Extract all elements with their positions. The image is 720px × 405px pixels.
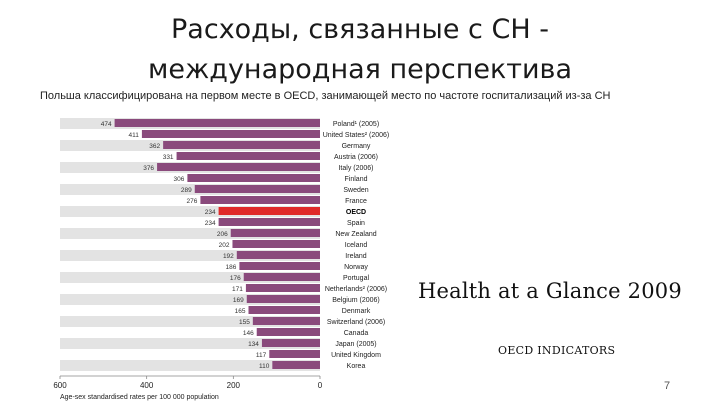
grid-band [60,228,320,239]
category-label: Germany [342,143,371,150]
value-label: 146 [243,330,254,337]
value-label: 171 [232,286,243,293]
bar [141,130,320,138]
category-label: Korea [347,363,366,370]
bar [187,174,320,182]
category-label: Ireland [345,253,367,260]
bar [236,251,320,259]
x-tick-label: 400 [140,381,154,390]
bar [114,119,320,127]
x-axis-label: Age-sex standardised rates per 100 000 p… [60,394,219,401]
value-label: 474 [101,121,112,128]
value-label: 110 [259,363,270,370]
value-label: 411 [129,132,140,139]
category-label: Belgium (2006) [332,297,379,304]
value-label: 155 [239,319,250,326]
bar [200,196,320,204]
bar [243,273,320,281]
category-label: Norway [344,264,368,271]
publication-title: Health at a Glance 2009 [418,279,682,303]
category-label: Poland¹ (2005) [333,121,379,128]
value-label: 306 [174,176,185,183]
bar [176,152,320,160]
bar [163,141,320,149]
category-label: Spain [347,220,365,227]
value-label: 331 [163,154,174,161]
category-label: Denmark [342,308,371,315]
x-tick-label: 200 [227,381,241,390]
value-label: 234 [205,209,216,216]
category-label: United Kingdom [331,352,381,359]
value-label: 362 [149,143,160,150]
value-label: 289 [181,187,192,194]
bar [252,317,320,325]
bar [218,207,320,215]
category-label: OECD [346,209,366,216]
category-label: Japan (2005) [335,341,376,348]
grid-band [60,338,320,349]
category-label: Iceland [345,242,368,249]
category-label: Canada [344,330,369,337]
bar [239,262,320,270]
grid-band [60,272,320,283]
category-label: United States² (2006) [323,132,390,139]
grid-band [60,294,320,305]
category-label: Finland [345,176,368,183]
bar [246,295,320,303]
page-title: Расходы, связанные с СН - международная … [147,14,573,85]
bar [261,339,320,347]
value-label: 192 [223,253,234,260]
grid-band [60,184,320,195]
bar [256,328,320,336]
value-label: 234 [205,220,216,227]
hospital-admissions-bar-chart: 474 Poland¹ (2005) 411 United States² (2006… [53,118,390,401]
category-label: Switzerland (2006) [327,319,385,326]
bar [245,284,320,292]
page-subtitle: Польша классифицирована на первом месте … [40,90,611,102]
publication-subtitle: OECD INDICATORS [498,344,616,357]
bar [269,350,320,358]
bar [248,306,320,314]
bar [218,218,320,226]
category-label: Austria (2006) [334,154,378,161]
bar [157,163,320,171]
page-number: 7 [664,380,671,392]
grid-band [60,360,320,371]
category-label: Portugal [343,275,370,282]
value-label: 202 [219,242,230,249]
value-label: 376 [143,165,154,172]
value-label: 165 [235,308,246,315]
value-label: 186 [226,264,237,271]
bar [230,229,320,237]
value-label: 117 [256,352,267,359]
x-tick-label: 0 [318,381,323,390]
grid-band [60,206,320,217]
category-label: New Zealand [335,231,376,238]
bar [232,240,320,248]
value-label: 169 [233,297,244,304]
category-label: France [345,198,367,205]
category-label: Netherlands² (2006) [325,286,387,293]
bar [272,361,320,369]
category-label: Sweden [343,187,368,194]
grid-band [60,250,320,261]
category-label: Italy (2006) [338,165,373,172]
x-tick-label: 600 [53,381,67,390]
value-label: 206 [217,231,228,238]
value-label: 134 [248,341,259,348]
grid-band [60,316,320,327]
bar [194,185,320,193]
value-label: 176 [230,275,241,282]
value-label: 276 [187,198,198,205]
